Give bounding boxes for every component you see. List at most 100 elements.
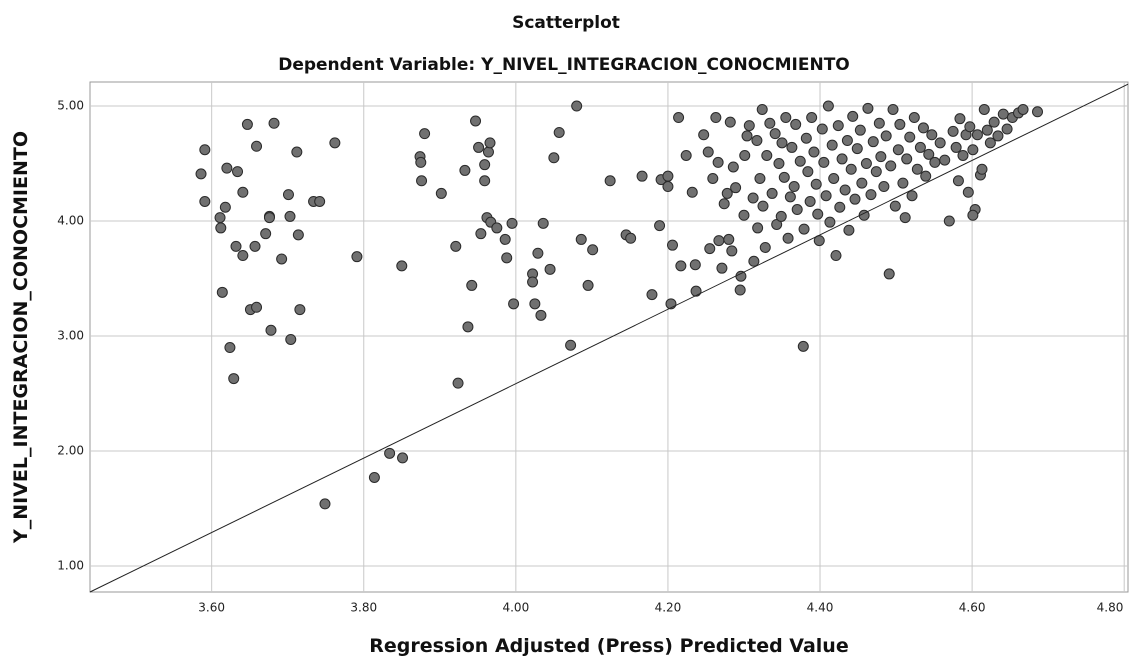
point xyxy=(734,284,746,296)
point xyxy=(249,240,261,252)
point xyxy=(1032,106,1044,118)
point xyxy=(943,215,955,227)
point xyxy=(654,220,666,232)
point xyxy=(885,160,897,172)
point xyxy=(841,135,853,147)
point xyxy=(849,193,861,205)
point xyxy=(967,209,979,221)
x-axis-label: Regression Adjusted (Press) Predicted Va… xyxy=(369,635,848,657)
point xyxy=(775,210,787,222)
point xyxy=(636,170,648,182)
point xyxy=(284,210,296,222)
point xyxy=(501,252,513,264)
point xyxy=(854,124,866,136)
x-tick-label: 3.60 xyxy=(198,601,225,615)
point xyxy=(812,208,824,220)
point xyxy=(978,103,990,115)
point xyxy=(738,209,750,221)
point xyxy=(673,112,685,124)
point xyxy=(741,130,753,142)
point xyxy=(826,139,838,151)
point xyxy=(751,135,763,147)
point xyxy=(828,172,840,184)
point xyxy=(911,163,923,175)
point xyxy=(215,222,227,234)
point xyxy=(260,228,272,240)
x-tick-label: 4.00 xyxy=(502,601,529,615)
point xyxy=(947,125,959,137)
point xyxy=(808,146,820,158)
point xyxy=(836,153,848,165)
point xyxy=(710,112,722,124)
point xyxy=(923,148,935,160)
point xyxy=(914,141,926,153)
point xyxy=(548,152,560,164)
point xyxy=(314,195,326,207)
point xyxy=(263,212,275,224)
point xyxy=(873,117,885,129)
point xyxy=(491,222,503,234)
point xyxy=(727,161,739,173)
point xyxy=(901,153,913,165)
point xyxy=(747,192,759,204)
point xyxy=(473,141,485,153)
point xyxy=(904,131,916,143)
point xyxy=(475,228,487,240)
point xyxy=(459,164,471,176)
point xyxy=(230,240,242,252)
point xyxy=(797,340,809,352)
point xyxy=(544,263,556,275)
point xyxy=(856,177,868,189)
point xyxy=(739,149,751,161)
point xyxy=(752,222,764,234)
point xyxy=(686,186,698,198)
point xyxy=(587,244,599,256)
point xyxy=(482,146,494,158)
point xyxy=(759,241,771,253)
point xyxy=(285,333,297,345)
point xyxy=(794,155,806,167)
point xyxy=(860,158,872,170)
point xyxy=(988,116,1000,128)
point xyxy=(702,146,714,158)
point xyxy=(214,212,226,224)
point xyxy=(575,233,587,245)
point xyxy=(806,112,818,124)
point xyxy=(228,373,240,385)
point xyxy=(532,247,544,259)
point xyxy=(878,181,890,193)
point xyxy=(939,154,951,166)
point xyxy=(479,159,491,171)
point xyxy=(224,342,236,354)
point xyxy=(997,108,1009,120)
point xyxy=(845,163,857,175)
point xyxy=(1001,123,1013,135)
y-tick-label: 5.00 xyxy=(57,99,84,113)
point xyxy=(251,140,263,152)
point xyxy=(689,259,701,271)
point xyxy=(839,184,851,196)
point xyxy=(553,126,565,138)
point xyxy=(920,170,932,182)
point xyxy=(981,124,993,136)
point xyxy=(862,102,874,114)
point xyxy=(713,235,725,247)
point xyxy=(707,172,719,184)
point xyxy=(499,233,511,245)
point xyxy=(908,112,920,124)
point xyxy=(690,285,702,297)
point xyxy=(766,187,778,199)
point xyxy=(282,189,294,201)
point xyxy=(851,143,863,155)
y-axis-label: Y_NIVEL_INTEGRACION_CONOCMIENTO xyxy=(10,131,32,544)
point xyxy=(820,190,832,202)
point xyxy=(265,324,277,336)
point xyxy=(754,172,766,184)
x-tick-label: 4.20 xyxy=(655,601,682,615)
point xyxy=(508,298,520,310)
point xyxy=(232,166,244,178)
point xyxy=(419,128,431,140)
point xyxy=(769,128,781,140)
point xyxy=(604,175,616,187)
point xyxy=(718,198,730,210)
